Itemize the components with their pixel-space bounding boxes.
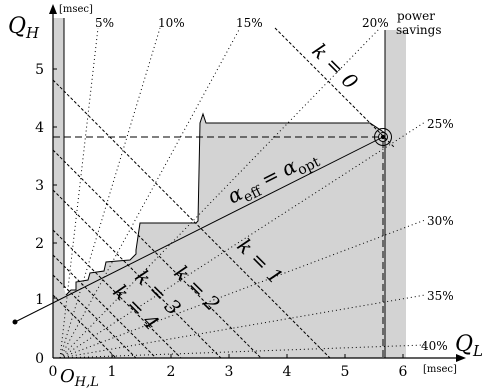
optimum-point-marker — [374, 128, 392, 146]
savings-label-25: 25% — [427, 117, 454, 131]
k-line-2 — [52, 149, 262, 359]
feasible-region — [53, 18, 406, 358]
power-savings-title: power — [397, 9, 435, 23]
x-tick-label: 3 — [225, 364, 234, 380]
staircase-outline — [65, 112, 386, 296]
savings-label-20: 20% — [362, 16, 389, 30]
k-line-6 — [52, 274, 137, 359]
x-tick-label: 4 — [283, 364, 292, 380]
x-tick-label: 5 — [341, 364, 350, 380]
y-tick-label: 1 — [35, 292, 44, 308]
savings-line-40 — [59, 344, 426, 359]
y-tick-labels: 0 1 2 3 4 5 — [35, 62, 44, 367]
x-axis-title: QL — [455, 332, 483, 360]
left-strip — [53, 18, 66, 358]
savings-line-25 — [59, 121, 426, 359]
k-line-3 — [52, 189, 222, 359]
savings-label-5: 5% — [95, 16, 114, 30]
savings-line-20 — [59, 27, 381, 359]
x-tick-label: 2 — [167, 364, 176, 380]
y-tick-label: 5 — [35, 62, 44, 78]
savings-label-35: 35% — [427, 289, 454, 303]
k-line-5 — [52, 254, 157, 359]
x-axis-subscript: L — [472, 342, 483, 360]
x-tick-label: 6 — [399, 364, 408, 380]
y-axis-arrow — [49, 4, 57, 14]
origin-letter: O — [60, 366, 75, 387]
x-axis-arrow — [456, 354, 466, 362]
origin-subscript: H,L — [74, 375, 99, 388]
power-savings-labels: 5% 10% 15% 20% 25% 30% 35% 40% — [95, 16, 454, 353]
y-tick-label: 2 — [35, 236, 44, 252]
x-tick-labels: 0 1 2 3 4 5 6 — [49, 364, 408, 380]
k-line-0 — [274, 27, 396, 149]
y-axis-unit: [msec] — [59, 4, 93, 15]
optimum-guides — [53, 136, 384, 358]
origin-label: OH,L — [60, 366, 99, 388]
y-axis-title: QH — [8, 14, 40, 42]
x-tick-label: 0 — [49, 364, 58, 380]
savings-line-35 — [59, 294, 426, 359]
k-label-0: k = 0 — [307, 39, 363, 95]
alpha-optimum-line — [14, 136, 384, 323]
savings-label-30: 30% — [427, 214, 454, 228]
staircase-region — [66, 114, 385, 358]
savings-line-5 — [59, 27, 99, 359]
start-point — [12, 319, 18, 325]
right-strip — [385, 30, 406, 358]
axes — [52, 10, 460, 359]
k-line-4 — [52, 229, 182, 359]
k-lines — [52, 27, 396, 359]
savings-label-10: 10% — [158, 16, 185, 30]
savings-label-40: 40% — [421, 339, 448, 353]
y-tick-label: 3 — [35, 178, 44, 194]
power-savings-lines — [59, 27, 426, 359]
y-axis-subscript: H — [25, 24, 40, 42]
x-tick-label: 1 — [108, 364, 117, 380]
y-tick-label: 0 — [35, 351, 44, 367]
y-tick-label: 4 — [35, 120, 44, 136]
savings-line-10 — [59, 27, 161, 359]
power-savings-title-2: savings — [396, 23, 442, 37]
tick-marks — [53, 68, 404, 359]
x-axis-unit: [msec] — [423, 364, 457, 375]
savings-label-15: 15% — [236, 16, 263, 30]
k-line-1 — [52, 79, 331, 359]
